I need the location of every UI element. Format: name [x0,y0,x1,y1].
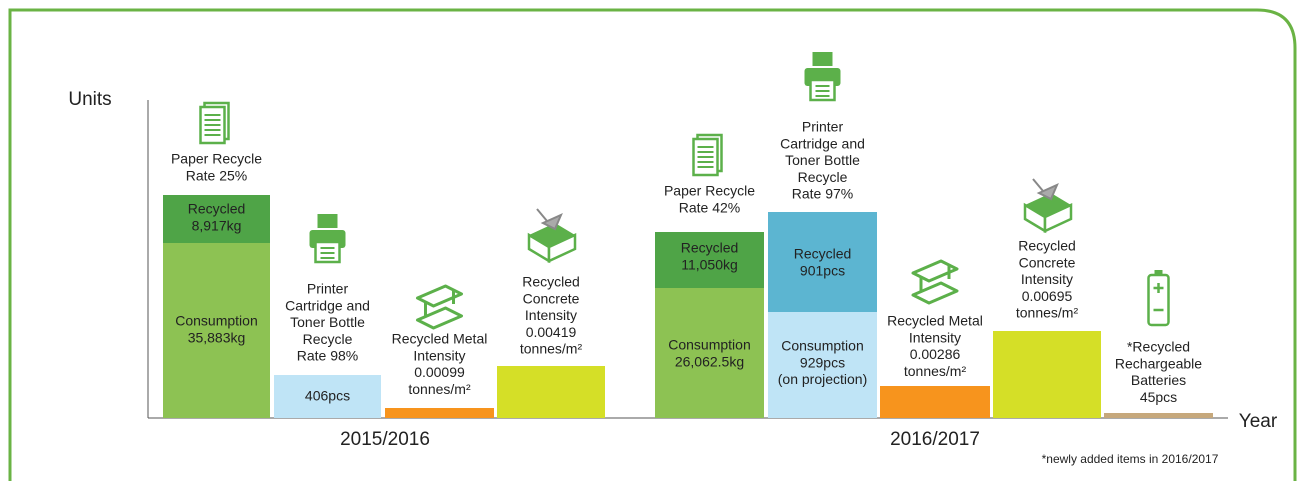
segment-label: Recycled [794,246,852,262]
item-caption: Rate 98% [297,348,358,364]
item-caption: tonnes/m² [520,341,583,357]
concrete-icon [1023,178,1073,234]
item-caption: Paper Recycle [171,151,262,167]
icon-part [416,284,463,330]
item-caption: Recycled [1018,238,1076,254]
item-caption: Recycle [798,169,848,185]
item-caption: 0.00099 [414,364,465,380]
item-caption: Printer [802,119,844,135]
footnote: *newly added items in 2016/2017 [1042,452,1219,466]
bar [1104,413,1213,418]
item-caption: Intensity [525,307,577,323]
y-axis-label: Units [68,89,111,110]
bar [385,408,494,418]
icon-part [547,233,577,263]
segment-label: 901pcs [800,262,845,278]
printer-icon [309,214,346,264]
item-caption: 0.00286 [910,346,961,362]
segment-label: Consumption [175,313,258,329]
concrete-icon [527,208,577,264]
item-caption: Recycled Metal [887,313,983,329]
item-caption: Printer [307,281,349,297]
segment-label: Consumption [668,337,751,353]
x-axis-label: Year [1239,411,1278,432]
bar-segment [163,243,270,418]
item-caption: 0.00695 [1022,288,1073,304]
item-caption: *Recycled [1127,339,1190,355]
item-caption: 45pcs [1140,389,1177,405]
metal-icon [911,259,959,305]
bar-segment [274,375,381,418]
item-caption: Concrete [1019,254,1076,270]
item-caption: Toner Bottle [785,152,860,168]
item-caption: Intensity [1021,271,1073,287]
item-caption: Rate 97% [792,186,853,202]
icon-part [1153,283,1164,312]
item-caption: Cartridge and [285,297,370,313]
icon-part [1043,203,1073,233]
item-caption: 0.00419 [526,324,577,340]
segment-label: 8,917kg [192,217,242,233]
item-caption: tonnes/m² [408,381,471,397]
item-caption: Recycled Metal [392,331,488,347]
bar-segment [163,195,270,243]
paper-icon [199,101,230,145]
bar-segment [655,232,764,288]
bar [993,331,1101,418]
icon-part [1154,270,1163,275]
segment-label: 11,050kg [681,256,738,272]
paper-icon [692,133,723,177]
icon-part [1032,178,1059,201]
group-label: 2016/2017 [890,429,980,450]
item-caption: Paper Recycle [664,183,755,199]
battery-icon [1147,270,1170,327]
bar [497,366,605,418]
metal-icon [416,284,463,330]
frame [8,8,1297,481]
icon-part [812,52,833,66]
item-caption: Rechargeable [1115,355,1202,371]
item-caption: Concrete [523,290,580,306]
group-label: 2015/2016 [340,429,430,450]
bar-segment [768,312,877,418]
item-caption: Batteries [1131,372,1186,388]
item-caption: Rate 25% [186,167,247,183]
icon-part [536,208,563,231]
item-caption: tonnes/m² [1016,305,1079,321]
segment-label: 406pcs [305,388,350,404]
segment-label: Recycled [188,201,246,217]
segment-label: 26,062.5kg [675,353,744,369]
segment-label: (on projection) [778,371,868,387]
item-caption: Recycled [522,274,580,290]
item-caption: Recycle [303,331,353,347]
item-caption: Intensity [413,347,465,363]
bar-segment [768,212,877,312]
segment-label: 929pcs [800,354,845,370]
item-caption: tonnes/m² [904,363,967,379]
icon-part [1147,273,1170,327]
segment-label: Recycled [681,240,739,256]
item-caption: Cartridge and [780,135,865,151]
item-caption: Intensity [909,329,961,345]
segment-label: 35,883kg [188,329,246,345]
printer-icon [804,52,841,102]
segment-label: Consumption [781,338,864,354]
item-caption: Toner Bottle [290,314,365,330]
bar [880,386,990,418]
icon-part [911,259,959,305]
item-caption: Rate 42% [679,199,740,215]
icon-part [317,214,338,228]
bar-segment [655,288,764,418]
